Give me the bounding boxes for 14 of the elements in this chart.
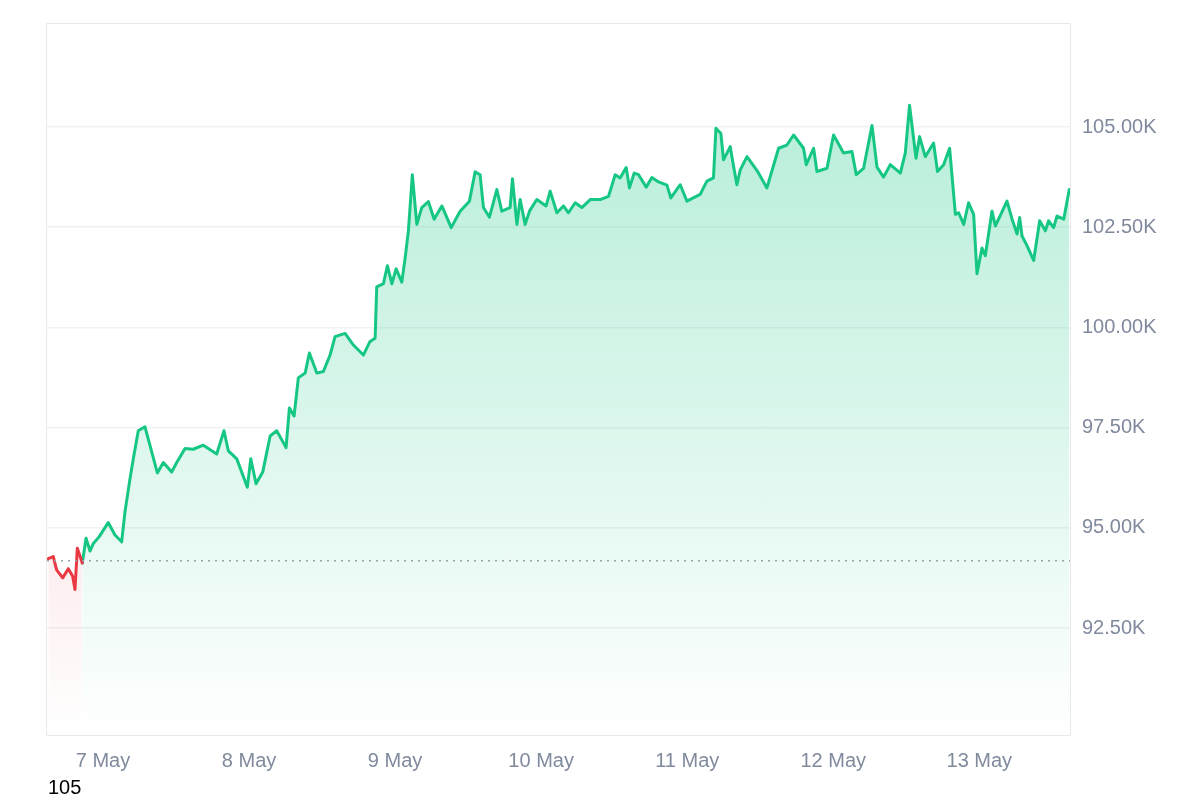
x-tick-label: 9 May bbox=[367, 748, 423, 771]
text: 105 bbox=[48, 775, 82, 798]
y-tick-label: 102.50K bbox=[1082, 214, 1158, 237]
y-tick-label: 95.00K bbox=[1082, 515, 1147, 538]
y-tick-label: 105.00K bbox=[1082, 114, 1158, 137]
y-tick-label: 97.50K bbox=[1082, 415, 1147, 438]
x-tick-label: 8 May bbox=[221, 748, 277, 771]
x-tick-label: 12 May bbox=[800, 748, 867, 771]
y-tick-label: 92.50K bbox=[1082, 615, 1147, 638]
x-tick-label: 10 May bbox=[508, 748, 574, 771]
x-tick-label: 7 May bbox=[75, 748, 131, 771]
x-tick-label: 13 May bbox=[946, 748, 1013, 771]
y-tick-label: 100.00K bbox=[1082, 314, 1158, 337]
x-tick-label: 11 May bbox=[655, 748, 720, 771]
